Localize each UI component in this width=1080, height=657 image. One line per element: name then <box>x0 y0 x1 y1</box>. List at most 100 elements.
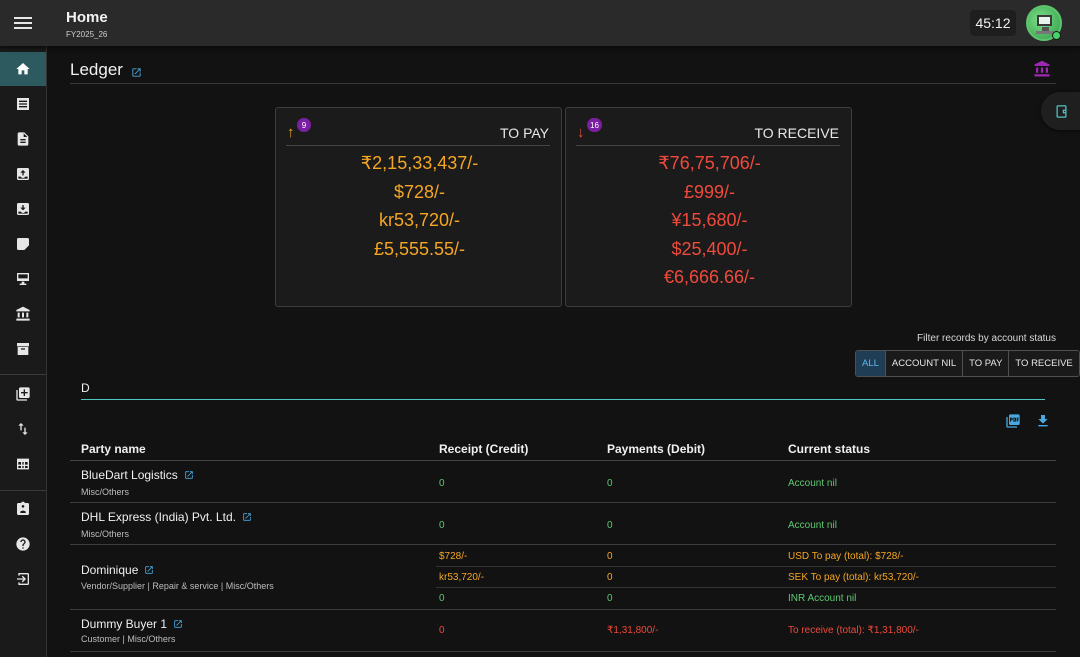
desktop-icon <box>17 273 29 285</box>
sidebar-item-contact[interactable] <box>0 492 46 526</box>
sidebar-item-label[interactable] <box>0 227 46 261</box>
amount: €6,666.66/- <box>663 267 756 288</box>
sidebar-item-archive[interactable] <box>0 332 46 366</box>
side-panel-toggle[interactable] <box>1041 92 1080 130</box>
divider <box>70 83 1056 84</box>
party-category: Customer | Misc/Others <box>81 634 176 644</box>
online-status-dot <box>1052 31 1061 40</box>
credit-value: kr53,720/- <box>439 572 485 583</box>
sidebar-item-bank[interactable] <box>0 297 46 331</box>
amount-list: ₹2,15,33,437/- $728/- kr53,720/- £5,555.… <box>276 152 563 266</box>
to-pay-card[interactable]: ↑ 9 TO PAY ₹2,15,33,437/- $728/- kr53,72… <box>275 107 562 307</box>
help-icon <box>16 537 30 551</box>
sidebar-item-inbox-in[interactable] <box>0 192 46 226</box>
financial-year: FY2025_26 <box>66 30 108 39</box>
open-external-icon[interactable] <box>144 564 154 578</box>
main-content: Ledger ↑ 9 TO PAY ₹2,15,33,437/- $728/- … <box>47 46 1080 657</box>
credit-value: 0 <box>439 478 445 489</box>
amount: ₹76,75,706/- <box>658 153 761 173</box>
sidebar-item-add-box[interactable] <box>0 377 46 411</box>
debit-value: 0 <box>607 572 613 583</box>
amount: kr53,720/- <box>378 210 461 231</box>
sidebar-divider <box>0 490 46 491</box>
download-icon[interactable] <box>1035 413 1051 434</box>
debit-value: ₹1,31,800/- <box>607 625 659 636</box>
session-timer: 45:12 <box>970 10 1016 36</box>
avatar[interactable] <box>1026 5 1062 41</box>
column-header[interactable]: Party name <box>81 442 146 456</box>
debit-value: 0 <box>607 551 613 562</box>
table-row[interactable]: BlueDart Logistics Misc/Others 0 0 Accou… <box>70 461 1056 503</box>
wallet-icon <box>1056 104 1066 118</box>
party-name-text: Dominique <box>81 563 139 577</box>
row-divider <box>436 566 1056 567</box>
party-name-text: DHL Express (India) Pvt. Ltd. <box>81 510 236 524</box>
credit-value: 0 <box>439 625 445 636</box>
status-text: INR Account nil <box>788 593 857 604</box>
sidebar-item-document[interactable] <box>0 122 46 156</box>
party-name[interactable]: Dummy Buyer 1 <box>81 617 183 632</box>
credit-value: 0 <box>439 520 445 531</box>
table-row[interactable]: Dummy Buyer 1 Customer | Misc/Others 0 ₹… <box>70 610 1056 652</box>
card-header: ↑ 9 TO PAY <box>286 116 550 146</box>
list-icon <box>17 98 29 110</box>
sidebar-item-table[interactable] <box>0 447 46 481</box>
party-name-text: BlueDart Logistics <box>81 468 178 482</box>
count-badge: 16 <box>587 118 602 132</box>
bank-icon[interactable] <box>1033 60 1051 83</box>
filter-account-nil-button[interactable]: ACCOUNT NIL <box>885 351 964 376</box>
column-header[interactable]: Current status <box>788 442 871 456</box>
column-header[interactable]: Receipt (Credit) <box>439 442 529 456</box>
party-name[interactable]: DHL Express (India) Pvt. Ltd. <box>81 510 252 525</box>
app-title: Home <box>66 9 108 26</box>
open-external-icon[interactable] <box>173 618 183 632</box>
table-icon <box>17 458 29 470</box>
party-name[interactable]: Dominique <box>81 563 154 578</box>
sidebar-item-list[interactable] <box>0 87 46 121</box>
filter-to-pay-button[interactable]: TO PAY <box>963 351 1010 376</box>
ledger-table: Party name Receipt (Credit) Payments (De… <box>70 435 1056 652</box>
table-row[interactable]: DHL Express (India) Pvt. Ltd. Misc/Other… <box>70 503 1056 545</box>
filter-to-receive-button[interactable]: TO RECEIVE <box>1009 351 1079 376</box>
open-external-icon[interactable] <box>131 65 142 83</box>
search-input[interactable] <box>81 376 1045 400</box>
inbox-in-icon <box>17 203 29 215</box>
party-category: Vendor/Supplier | Repair & service | Mis… <box>81 581 274 591</box>
credit-value: $728/- <box>439 551 468 562</box>
label-icon <box>17 238 29 250</box>
filter-all-button[interactable]: ALL <box>856 351 886 376</box>
to-receive-card[interactable]: ↓ 16 TO RECEIVE ₹76,75,706/- £999/- ¥15,… <box>565 107 852 307</box>
card-label: TO RECEIVE <box>754 125 839 141</box>
add-box-icon <box>16 387 30 401</box>
amount: £5,555.55/- <box>373 238 466 259</box>
bank-icon <box>16 306 30 321</box>
sidebar-item-swap[interactable] <box>0 412 46 446</box>
card-label: TO PAY <box>499 125 549 141</box>
open-external-icon[interactable] <box>184 469 194 483</box>
arrow-down-icon: ↓ <box>577 124 585 141</box>
sidebar-item-home[interactable] <box>0 52 46 86</box>
document-icon <box>17 132 29 146</box>
sidebar-item-help[interactable] <box>0 527 46 561</box>
swap-vertical-icon <box>18 423 28 435</box>
party-name[interactable]: BlueDart Logistics <box>81 468 194 483</box>
sidebar-item-desktop[interactable] <box>0 262 46 296</box>
open-external-icon[interactable] <box>242 511 252 525</box>
logout-icon <box>17 573 29 585</box>
page-title: Ledger <box>70 60 123 79</box>
home-icon <box>16 63 30 75</box>
table-row[interactable]: Dominique Vendor/Supplier | Repair & ser… <box>70 545 1056 610</box>
sidebar-item-logout[interactable] <box>0 562 46 596</box>
inbox-out-icon <box>17 168 29 180</box>
status-text: USD To pay (total): $728/- <box>788 551 904 562</box>
menu-icon[interactable] <box>12 12 34 34</box>
sidebar-item-inbox-out[interactable] <box>0 157 46 191</box>
archive-icon <box>17 343 29 355</box>
pdf-export-icon[interactable] <box>1005 413 1021 434</box>
amount: ¥15,680/- <box>671 210 748 231</box>
party-category: Misc/Others <box>81 529 130 539</box>
debit-value: 0 <box>607 520 613 531</box>
column-header[interactable]: Payments (Debit) <box>607 442 706 456</box>
contact-card-icon <box>17 501 29 515</box>
status-text: Account nil <box>788 478 837 489</box>
